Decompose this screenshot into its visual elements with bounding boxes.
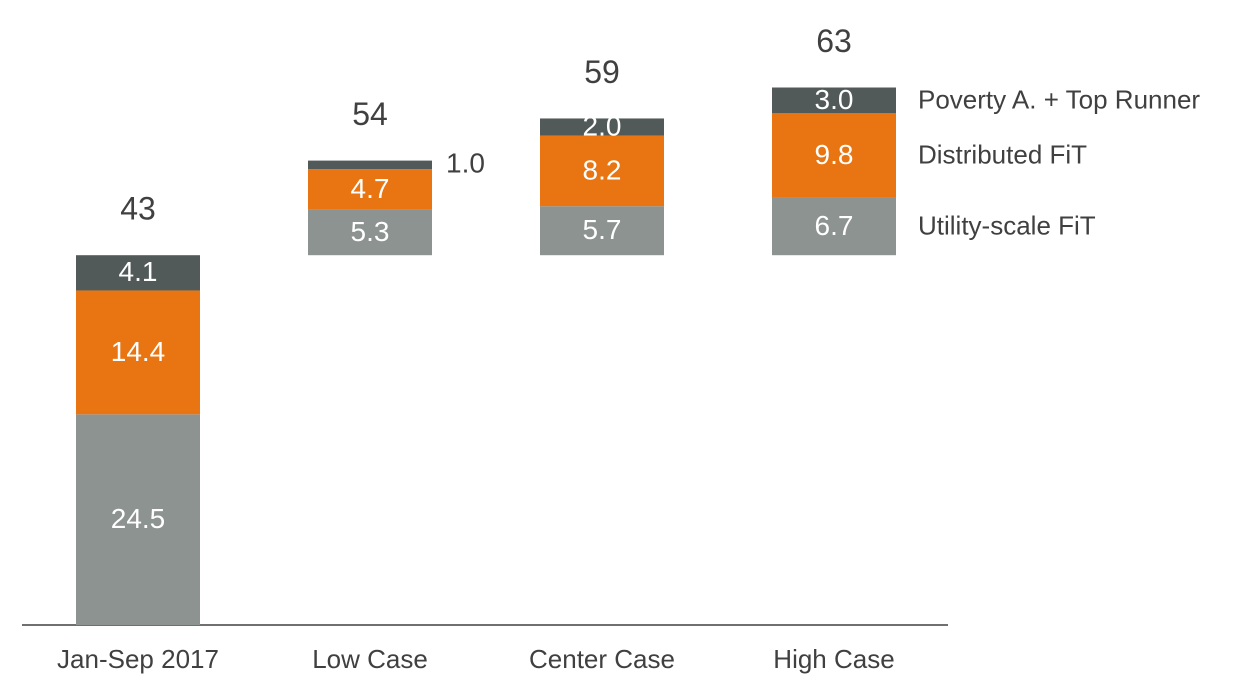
value-label: 8.2 [583, 154, 622, 185]
value-label: 6.7 [815, 210, 854, 241]
bar-segment [76, 414, 200, 625]
bar-segment [76, 290, 200, 415]
x-tick-label: Jan-Sep 2017 [57, 644, 219, 674]
value-label: 1.0 [446, 147, 485, 178]
value-label: 4.7 [351, 173, 390, 204]
total-label: 43 [120, 191, 156, 227]
value-label: 14.4 [111, 336, 166, 367]
x-tick-label: Center Case [529, 644, 675, 674]
value-label: 5.3 [351, 216, 390, 247]
total-label: 54 [352, 96, 388, 132]
value-label: 2.0 [583, 110, 622, 141]
legend-label: Poverty A. + Top Runner [918, 84, 1200, 114]
value-label: 3.0 [815, 84, 854, 115]
bar-segment [76, 255, 200, 291]
bar-segment [772, 87, 896, 114]
bar-segment [772, 197, 896, 256]
bar-segment [308, 169, 432, 210]
legend-label: Utility-scale FiT [918, 210, 1096, 240]
bar-segment [772, 113, 896, 198]
total-label: 63 [816, 23, 852, 59]
value-label: 9.8 [815, 139, 854, 170]
bar-segment [540, 206, 664, 256]
legend-label: Distributed FiT [918, 139, 1087, 169]
value-label: 24.5 [111, 503, 166, 534]
bar-segment [308, 209, 432, 256]
bar-segment [540, 135, 664, 207]
bar-segment [540, 118, 664, 136]
bar-segment [308, 160, 432, 170]
x-tick-label: Low Case [312, 644, 428, 674]
total-label: 59 [584, 54, 620, 90]
x-tick-label: High Case [773, 644, 894, 674]
value-label: 4.1 [119, 256, 158, 287]
value-label: 5.7 [583, 214, 622, 245]
